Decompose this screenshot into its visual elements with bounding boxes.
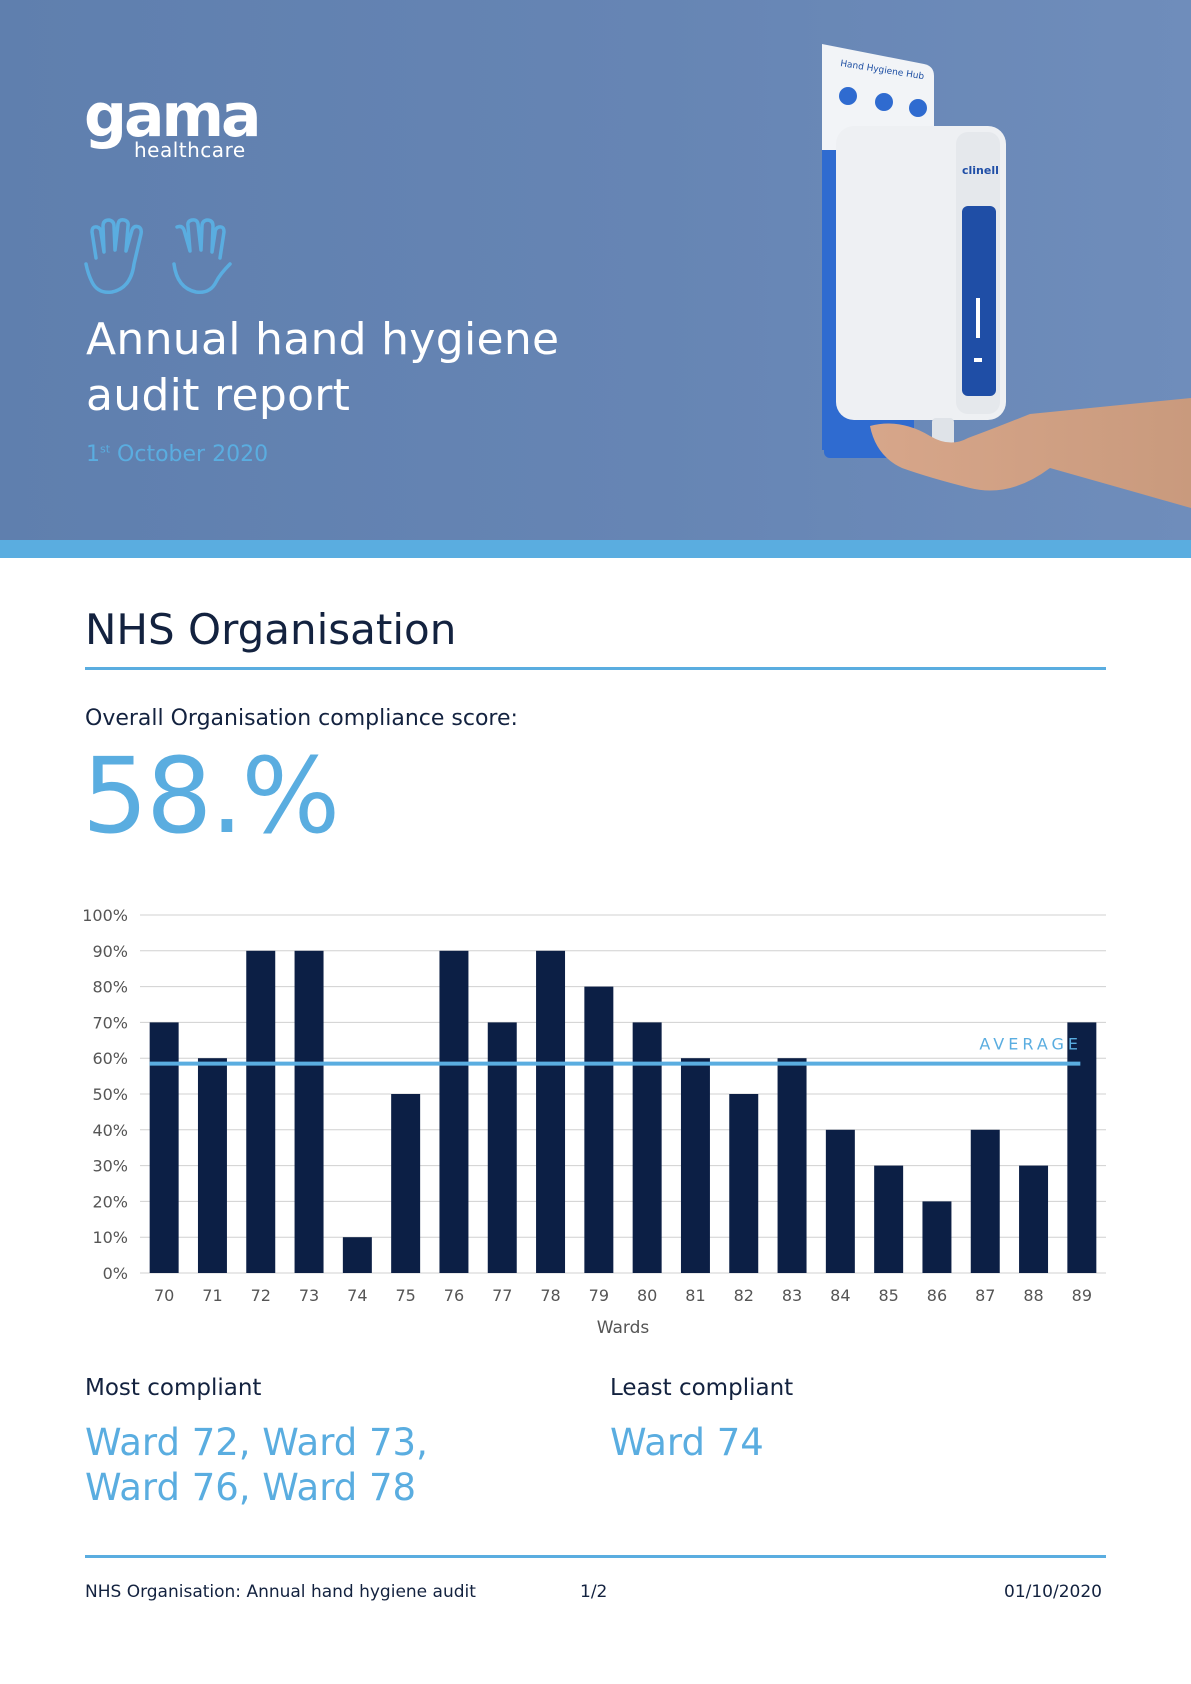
bar-ward-88	[1019, 1165, 1049, 1273]
y-tick-label: 80%	[92, 978, 128, 997]
report-title: Annual hand hygiene audit report	[86, 312, 559, 424]
x-tick-label: 71	[202, 1286, 222, 1305]
y-tick-label: 60%	[92, 1049, 128, 1068]
bar-ward-71	[197, 1058, 227, 1273]
x-tick-label: 77	[492, 1286, 512, 1305]
x-tick-label: 85	[878, 1286, 898, 1305]
x-tick-label: 87	[975, 1286, 995, 1305]
logo-wordmark: gama	[84, 81, 261, 151]
date-day: 1	[86, 442, 100, 467]
report-title-line2: audit report	[86, 370, 351, 421]
dispenser-brand-text: clinell	[962, 164, 999, 177]
y-tick-label: 30%	[92, 1157, 128, 1176]
y-tick-label: 70%	[92, 1013, 128, 1032]
x-tick-label: 81	[685, 1286, 705, 1305]
x-tick-label: 73	[299, 1286, 319, 1305]
least-compliant-label: Least compliant	[610, 1375, 794, 1401]
bar-ward-72	[246, 950, 276, 1273]
footer-date: 01/10/2020	[1004, 1582, 1102, 1602]
bar-ward-77	[487, 1022, 517, 1273]
date-ordinal: st	[100, 442, 111, 456]
score-label: Overall Organisation compliance score:	[85, 706, 518, 731]
hands-icon	[84, 218, 232, 295]
report-date: 1st October 2020	[86, 442, 268, 467]
y-tick-label: 50%	[92, 1085, 128, 1104]
bar-ward-78	[536, 950, 566, 1273]
footer-document-name: NHS Organisation: Annual hand hygiene au…	[85, 1582, 476, 1602]
x-tick-label: 76	[444, 1286, 464, 1305]
x-tick-label: 89	[1072, 1286, 1092, 1305]
x-tick-label: 86	[927, 1286, 947, 1305]
y-tick-label: 100%	[82, 906, 128, 925]
average-label: AVERAGE	[979, 1035, 1082, 1054]
section-title: NHS Organisation	[85, 605, 457, 654]
compliance-score: 58.%	[82, 735, 340, 857]
bar-ward-81	[680, 1058, 710, 1273]
x-tick-label: 88	[1023, 1286, 1043, 1305]
date-month-year: October 2020	[110, 442, 269, 467]
x-tick-label: 80	[637, 1286, 657, 1305]
bar-ward-79	[584, 986, 614, 1273]
hero-banner: gama healthcare Annual hand hygiene audi…	[0, 0, 1191, 540]
most-compliant-wards: Ward 72, Ward 73, Ward 76, Ward 78	[85, 1420, 428, 1510]
bar-ward-84	[825, 1129, 855, 1273]
least-compliant-ward: Ward 74	[610, 1421, 764, 1464]
bar-ward-87	[970, 1129, 1000, 1273]
footer-page-number: 1/2	[580, 1582, 608, 1602]
x-tick-label: 70	[154, 1286, 174, 1305]
y-tick-label: 0%	[103, 1264, 128, 1283]
x-tick-label: 78	[540, 1286, 560, 1305]
bar-ward-85	[874, 1165, 904, 1273]
bar-ward-70	[149, 1022, 179, 1273]
x-tick-label: 74	[347, 1286, 367, 1305]
x-axis-label: Wards	[597, 1318, 650, 1338]
x-tick-label: 83	[782, 1286, 802, 1305]
ward-compliance-chart: 0% 10% 20% 30% 40% 50% 60% 70% 80% 90% 100% 70 71 72 7…	[82, 906, 1106, 1338]
x-tick-label: 75	[395, 1286, 415, 1305]
bar-ward-83	[777, 1058, 807, 1273]
bar-ward-75	[391, 1094, 421, 1273]
y-tick-label: 40%	[92, 1121, 128, 1140]
most-compliant-line2: Ward 76, Ward 78	[85, 1466, 417, 1509]
bar-ward-82	[729, 1094, 759, 1273]
x-tick-label: 79	[589, 1286, 609, 1305]
gama-healthcare-logo: gama healthcare	[84, 81, 261, 162]
hero-accent-stripe	[0, 540, 1191, 558]
y-tick-label: 90%	[92, 942, 128, 961]
bar-ward-74	[342, 1237, 372, 1273]
logo-subtitle: healthcare	[134, 138, 246, 162]
x-tick-label: 72	[251, 1286, 271, 1305]
bar-ward-86	[922, 1201, 952, 1273]
bar-ward-73	[294, 950, 324, 1273]
bar-ward-80	[632, 1022, 662, 1273]
x-tick-label: 84	[830, 1286, 850, 1305]
bar-ward-76	[439, 950, 469, 1273]
hand-sanitiser-dispenser-photo: Hand Hygiene Hub clinell	[822, 44, 1191, 508]
most-compliant-line1: Ward 72, Ward 73,	[85, 1421, 428, 1464]
bar-ward-89	[1067, 1022, 1097, 1273]
section-divider	[85, 667, 1106, 670]
most-compliant-label: Most compliant	[85, 1375, 262, 1401]
x-tick-label: 82	[734, 1286, 754, 1305]
y-tick-label: 20%	[92, 1192, 128, 1211]
y-tick-label: 10%	[92, 1228, 128, 1247]
footer-divider	[85, 1555, 1106, 1558]
report-title-line1: Annual hand hygiene	[86, 314, 560, 365]
